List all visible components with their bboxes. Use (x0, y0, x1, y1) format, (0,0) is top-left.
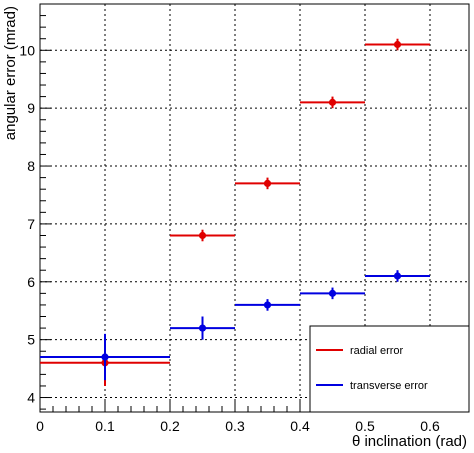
plot-frame (39, 3, 470, 413)
y-tick-labels: 4 5 6 7 8 9 10 (19, 42, 35, 405)
y-tick-label: 4 (27, 390, 35, 406)
series-1 (40, 270, 430, 381)
legend-label-radial: radial error (350, 345, 404, 357)
x-tick-label: 0.1 (95, 418, 115, 434)
data-point (198, 231, 207, 240)
y-tick-label: 8 (27, 158, 35, 174)
data-point (263, 179, 272, 188)
y-tick-label: 7 (27, 216, 35, 232)
data-point (393, 272, 402, 280)
legend-box (309, 325, 470, 413)
data-series (40, 38, 430, 386)
y-tick-label: 6 (27, 274, 35, 290)
data-point (198, 324, 207, 332)
x-tick-label: 0.5 (355, 418, 375, 434)
x-axis-title: θ inclination (rad) (352, 433, 467, 450)
data-point (393, 40, 402, 49)
data-point (328, 98, 337, 106)
x-tick-label: 0.4 (290, 418, 310, 434)
data-point (263, 301, 272, 309)
x-tick-label: 0.3 (225, 418, 245, 434)
y-axis-title: angular error (mrad) (2, 6, 19, 140)
x-tick-label: 0.6 (420, 418, 440, 434)
data-point (101, 353, 109, 361)
y-tick-label: 10 (19, 42, 35, 58)
y-tick-label: 9 (27, 100, 35, 116)
data-point (328, 289, 337, 297)
legend-label-transverse: transverse error (350, 380, 428, 392)
x-tick-labels: 0 0.1 0.2 0.3 0.4 0.5 0.6 (36, 418, 440, 434)
legend: radial error transverse error (309, 325, 470, 413)
y-tick-label: 5 (27, 332, 35, 348)
x-tick-label: 0.2 (160, 418, 180, 434)
x-tick-label: 0 (36, 418, 44, 434)
